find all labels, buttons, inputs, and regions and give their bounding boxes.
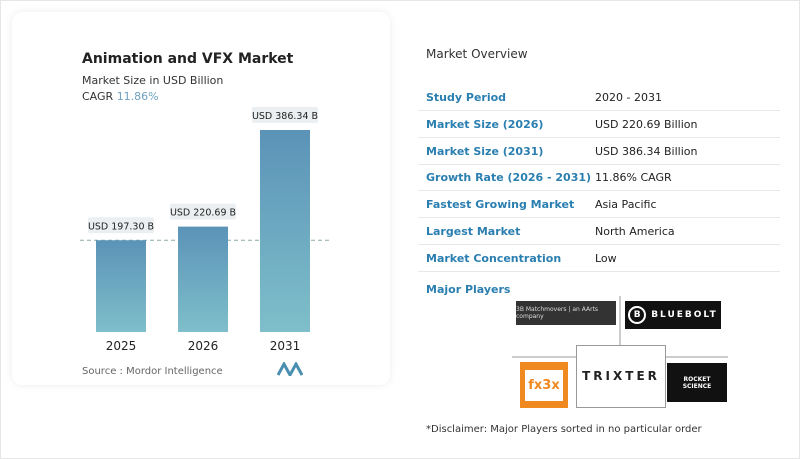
row-label: Largest Market [426,225,521,238]
data-label-bg [170,203,236,220]
x-tick-label: 2031 [270,339,301,353]
overview-title: Market Overview [426,47,528,61]
bar-chart: USD 197.30 B 2025 USD 220.69 B 2026 USD 386.… [80,107,330,353]
x-tick-label: 2026 [188,339,219,353]
bluebolt-b-icon: B [628,306,647,324]
overview-row: Fastest Growing Market Asia Pacific [418,191,780,219]
row-value: USD 386.34 Billion [595,144,698,158]
logo-text: TRIXTER [582,369,660,383]
logo-text: 3B Matchmovers | an AArts company [516,306,599,320]
logo-rocket-science: ROCKET SCIENCE [667,363,727,402]
logo-text: fx3x [525,369,563,401]
mordor-logo-icon [277,362,303,376]
bar-2026 [178,226,228,332]
x-tick-label: 2025 [106,339,137,353]
cagr-label: CAGR [82,90,114,103]
major-players-label: Major Players [426,283,511,296]
row-value: 2020 - 2031 [595,91,662,104]
row-value: Asia Pacific [595,198,657,212]
data-label: USD 197.30 B [88,221,154,232]
data-label-bg [88,217,154,234]
overview-row: Growth Rate (2026 - 2031) 11.86% CAGR [418,164,780,192]
row-label: Study Period [426,91,507,104]
row-label: Market Size (2026) [426,117,544,131]
overview-row: Largest Market North America [418,218,780,245]
chart-subtitle: Market Size in USD Billion [82,74,224,87]
cagr-value: 11.86% [116,90,159,103]
data-label: USD 386.34 B [252,111,318,122]
source: Source : Mordor Intelligence [82,366,223,377]
data-label-bg [252,107,318,123]
logo-bluebolt: B BLUEBOLT [625,301,721,329]
cagr: CAGR 11.86% [82,90,159,103]
overview-row: Market Size (2026) USD 220.69 Billion [418,111,780,138]
logo-text: ROCKET SCIENCE [682,375,712,390]
bar-2031 [260,130,310,332]
bar-2025 [96,240,146,332]
logo-text: BLUEBOLT [651,310,718,320]
row-value: 11.86% CAGR [595,171,672,185]
row-label: Market Concentration [426,251,562,265]
overview-row: Market Concentration Low [418,245,780,272]
logo-fx3x: fx3x [520,362,568,408]
data-label: USD 220.69 B [170,208,236,219]
row-label: Fastest Growing Market [426,198,575,212]
disclaimer: *Disclaimer: Major Players sorted in no … [426,424,702,435]
row-value: North America [595,225,675,238]
row-label: Market Size (2031) [426,144,544,158]
logo-3b-matchmovers: 3B Matchmovers | an AArts company [516,301,616,325]
chart-title: Animation and VFX Market [82,51,294,67]
logo-trixter: TRIXTER [578,368,664,384]
overview-row: Study Period 2020 - 2031 [418,84,780,111]
row-value: Low [595,251,617,265]
overview-row: Market Size (2031) USD 386.34 Billion [418,138,780,165]
row-value: USD 220.69 Billion [595,117,698,131]
row-label: Growth Rate (2026 - 2031) [426,171,592,185]
